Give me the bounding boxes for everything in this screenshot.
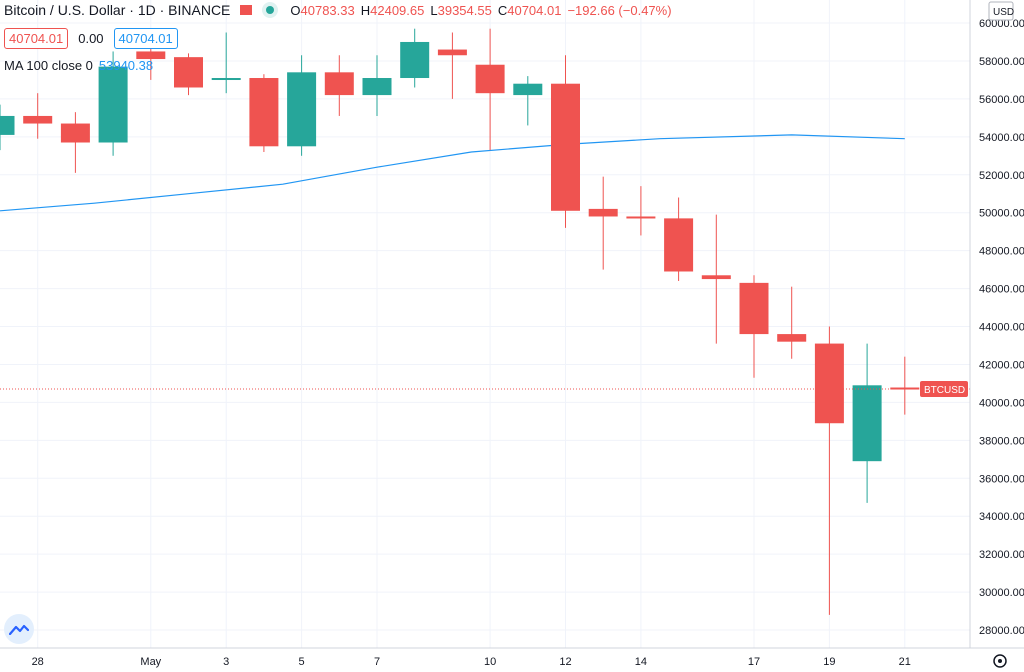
time-tick-label: 3	[223, 656, 229, 668]
candle-body	[890, 387, 920, 390]
indicator-legend[interactable]: MA 100 close 0 53940.38	[4, 58, 153, 73]
indicator-name: MA 100 close 0	[4, 58, 93, 73]
candle-body	[437, 49, 467, 56]
candle-body	[513, 83, 543, 96]
candle-body	[98, 66, 128, 143]
candle-body	[287, 72, 317, 147]
moving-average-line	[0, 134, 905, 212]
currency-box	[988, 1, 1014, 21]
candle-body	[814, 343, 844, 424]
price-tick-label: 38000.00	[979, 435, 1024, 447]
price-tick-label: 30000.00	[979, 587, 1024, 599]
price-tick-label: 52000.00	[979, 170, 1024, 182]
candle-body	[588, 208, 618, 217]
gear-icon[interactable]	[993, 654, 1007, 668]
ohlc-close: C40704.01	[497, 2, 562, 18]
price-change: −192.66 (−0.47%)	[567, 2, 672, 18]
time-tick-label: 5	[299, 656, 305, 668]
price-tick-label: 50000.00	[979, 208, 1024, 220]
price-tick-label: 34000.00	[979, 511, 1024, 523]
market-status-icon[interactable]	[262, 2, 279, 18]
price-tick-label: 60000.00	[979, 18, 1024, 30]
spread-value: 0.00	[78, 31, 104, 46]
symbol-tag-label: BTCUSD	[924, 385, 965, 396]
candle-body	[136, 51, 166, 60]
time-tick-label: 14	[635, 656, 647, 668]
symbol-price-tag	[920, 381, 968, 398]
buy-price-box[interactable]: 40704.01	[113, 28, 178, 49]
candle-body	[0, 115, 15, 135]
candle-body	[362, 78, 392, 96]
price-tick-label: 36000.00	[979, 473, 1024, 485]
sell-price-box[interactable]: 40704.01	[4, 28, 69, 49]
flag-icon[interactable]	[240, 5, 253, 15]
candle-body	[23, 115, 53, 124]
ohlc-open: O40783.33	[290, 2, 355, 18]
time-tick-label: 10	[484, 656, 496, 668]
candle-body	[852, 385, 882, 462]
candle-body	[701, 275, 731, 280]
candle-body	[174, 57, 203, 88]
indicator-value: 53940.38	[98, 58, 154, 73]
candle-body	[249, 78, 279, 147]
candle-body	[739, 282, 769, 335]
time-tick-label: 17	[748, 656, 760, 668]
price-tick-label: 56000.00	[979, 94, 1024, 106]
candle-body	[626, 216, 656, 219]
price-tick-label: 48000.00	[979, 246, 1024, 258]
candle-body	[211, 78, 241, 81]
price-tick-label: 44000.00	[979, 322, 1024, 334]
time-tick-label: 28	[32, 656, 44, 668]
time-tick-label: 7	[374, 656, 380, 668]
currency-label: USD	[993, 7, 1014, 18]
candle-body	[400, 41, 430, 79]
candle-body	[60, 123, 90, 143]
candle-body	[551, 83, 580, 211]
symbol-title[interactable]: Bitcoin / U.S. Dollar · 1D · BINANCE	[4, 2, 231, 18]
price-tick-label: 54000.00	[979, 132, 1024, 144]
candle-body	[664, 218, 694, 272]
time-tick-label: May	[140, 656, 161, 668]
time-tick-label: 12	[559, 656, 571, 668]
price-tick-label: 46000.00	[979, 284, 1024, 296]
price-tick-label: 28000.00	[979, 625, 1024, 637]
candle-body	[475, 64, 505, 94]
order-inputs: 40704.01 0.00 40704.01	[4, 28, 178, 49]
time-tick-label: 21	[899, 656, 911, 668]
candle-body	[777, 334, 807, 342]
price-tick-label: 42000.00	[979, 359, 1024, 371]
price-tick-label: 32000.00	[979, 549, 1024, 561]
candle-body	[324, 72, 354, 96]
time-tick-label: 19	[823, 656, 835, 668]
price-tick-label: 40000.00	[979, 397, 1024, 409]
ohlc-low: L39354.55	[430, 2, 492, 18]
price-tick-label: 58000.00	[979, 56, 1024, 68]
ohlc-high: H42409.65	[360, 2, 425, 18]
tradingview-logo-icon[interactable]	[4, 614, 34, 644]
chart-legend: Bitcoin / U.S. Dollar · 1D · BINANCE O40…	[4, 2, 678, 18]
